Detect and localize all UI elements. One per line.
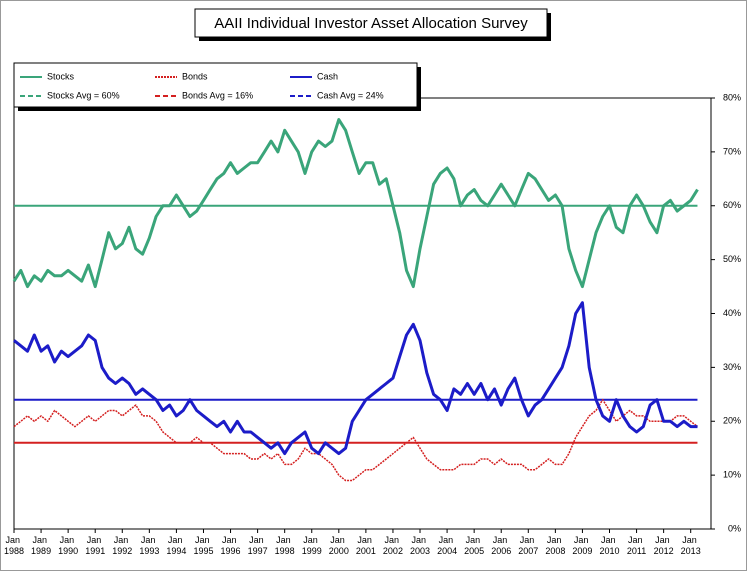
x-tick-label: Jan 2013 [681, 535, 701, 556]
x-tick-label: Jan 1997 [248, 535, 268, 556]
x-tick-label: Jan 1999 [302, 535, 322, 556]
legend-label: Cash [317, 71, 338, 81]
legend-label: Stocks [47, 71, 75, 81]
title-box [194, 8, 548, 38]
chart-title: AAII Individual Investor Asset Allocatio… [214, 15, 528, 32]
x-tick-label: Jan 2000 [329, 535, 349, 556]
x-tick-label: Jan 2008 [545, 535, 565, 556]
legend-label: Bonds Avg = 16% [182, 90, 253, 100]
x-tick-label: Jan 2003 [410, 535, 430, 556]
series-line [12, 118, 699, 289]
y-tick-label: 50% [723, 254, 741, 264]
x-tick-label: Jan 2011 [627, 535, 646, 556]
plot-area [13, 97, 712, 530]
x-tick-label: Jan 1990 [58, 535, 78, 556]
y-tick-label: 80% [723, 92, 741, 102]
legend-label: Cash Avg = 24% [317, 90, 384, 100]
y-tick-label: 10% [723, 470, 741, 480]
y-tick-label: 0% [728, 523, 741, 533]
legend-label: Bonds [182, 71, 208, 81]
series-line [13, 398, 698, 482]
series-line [13, 301, 698, 456]
x-tick-label: Jan 2009 [572, 535, 592, 556]
x-tick-label: Jan 1996 [221, 535, 241, 556]
y-tick-label: 70% [723, 146, 741, 156]
y-tick-label: 60% [723, 200, 741, 210]
legend-label: Stocks Avg = 60% [47, 90, 120, 100]
x-tick-label: Jan 2007 [518, 535, 538, 556]
x-tick-label: Jan 2004 [437, 535, 457, 556]
x-tick-label: Jan 2006 [491, 535, 511, 556]
y-tick-label: 30% [723, 362, 741, 372]
x-tick-label: Jan 1991 [85, 535, 105, 556]
x-tick-label: Jan 2002 [383, 535, 403, 556]
y-tick-label: 20% [723, 416, 741, 426]
y-tick-label: 40% [723, 308, 741, 318]
x-tick-label: Jan 2005 [464, 535, 484, 556]
x-tick-label: Jan 1992 [112, 535, 132, 556]
x-tick-label: Jan 1998 [275, 535, 295, 556]
x-tick-label: Jan 2010 [599, 535, 619, 556]
x-tick-label: Jan 1994 [166, 535, 186, 556]
x-tick-label: Jan 2001 [356, 535, 376, 556]
legend [13, 62, 418, 108]
x-tick-label: Jan 1989 [31, 535, 51, 556]
x-tick-label: Jan 2012 [654, 535, 674, 556]
x-tick-label: Jan 1993 [139, 535, 159, 556]
x-tick-label: Jan 1988 [4, 535, 24, 556]
x-tick-label: Jan 1995 [193, 535, 213, 556]
